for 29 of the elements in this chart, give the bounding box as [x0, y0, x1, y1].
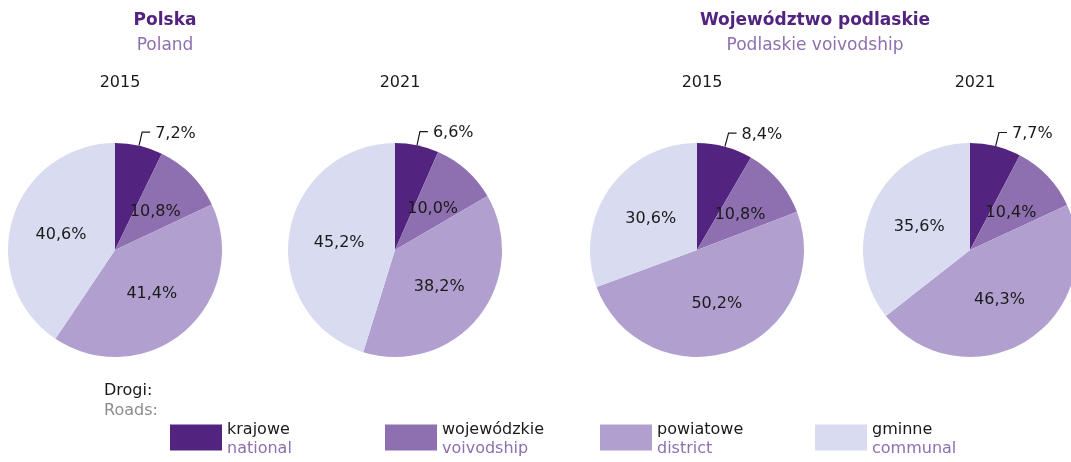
data-label: 10,8% — [129, 200, 181, 220]
data-label: 7,2% — [155, 122, 196, 142]
data-label: 46,3% — [974, 288, 1025, 308]
chart-title: 2021 — [379, 71, 421, 91]
data-label: 30,6% — [625, 208, 677, 228]
legend-label: gminne communal — [872, 418, 957, 457]
chart-title: 2021 — [954, 71, 996, 91]
data-label: 10,8% — [714, 203, 766, 223]
data-label: 35,6% — [893, 215, 945, 235]
text: Polska — [133, 8, 197, 29]
chart-title: 2015 — [681, 71, 723, 91]
data-label: 45,2% — [313, 232, 365, 252]
text: Podlaskie voivodship — [726, 33, 904, 54]
chart-title: 2015 — [99, 71, 141, 91]
data-label: 8,4% — [741, 123, 783, 143]
data-label: 38,2% — [413, 275, 465, 295]
legend-label: wojewódzkie voivodship — [442, 418, 545, 457]
legend-title: Drogi: Roads: — [104, 379, 158, 419]
data-label: 41,4% — [126, 283, 178, 303]
data-label: 50,2% — [691, 293, 743, 313]
data-label: 10,0% — [407, 198, 459, 218]
data-label: 10,4% — [985, 201, 1037, 221]
data-label: 7,7% — [1011, 123, 1053, 143]
data-label: 6,6% — [432, 122, 474, 142]
legend-label: krajowe national — [227, 418, 292, 457]
text: Poland — [136, 33, 194, 54]
data-label: 40,6% — [35, 224, 87, 244]
legend-label: powiatowe district — [657, 418, 744, 457]
text: Województwo podlaskie — [699, 8, 931, 29]
